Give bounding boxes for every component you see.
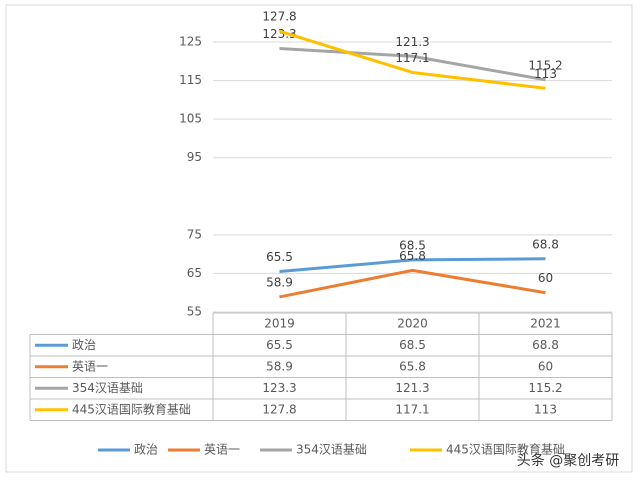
watermark: 头条 @聚创考研 (517, 452, 619, 469)
data-label: 123.3 (262, 27, 296, 41)
table-cell: 58.9 (266, 359, 293, 373)
table-cell: 60 (538, 359, 553, 373)
table-cell: 65.8 (399, 359, 426, 373)
y-tick-label: 75 (187, 227, 202, 241)
legend-label: 354汉语基础 (296, 443, 367, 457)
table-series-name: 445汉语国际教育基础 (72, 401, 191, 416)
chart-frame (5, 4, 633, 473)
data-label: 117.1 (395, 51, 429, 65)
x-tick-label: 2021 (530, 316, 561, 330)
table-series-name: 政治 (72, 338, 96, 352)
series-line (279, 47, 546, 82)
y-tick-label: 115 (179, 73, 202, 87)
data-label: 58.9 (266, 275, 293, 289)
table-cell: 123.3 (262, 381, 296, 395)
data-label: 65.5 (266, 250, 293, 264)
legend-label: 英语一 (204, 443, 240, 457)
data-label: 127.8 (262, 10, 296, 24)
x-tick-label: 2020 (397, 316, 428, 330)
y-tick-label: 105 (179, 112, 202, 126)
table-cell: 68.8 (532, 338, 559, 352)
table-cell: 65.5 (266, 338, 293, 352)
y-tick-label: 65 (187, 266, 202, 280)
x-tick-label: 2019 (264, 316, 295, 330)
data-label: 121.3 (395, 35, 429, 49)
table-cell: 115.2 (528, 381, 562, 395)
legend-label: 445汉语国际教育基础 (446, 442, 565, 457)
y-tick-label: 55 (187, 305, 202, 319)
table-cell: 117.1 (395, 402, 429, 416)
data-label: 113 (534, 67, 557, 81)
legend-label: 政治 (134, 443, 158, 457)
table-series-name: 英语一 (72, 359, 108, 373)
table-series-name: 354汉语基础 (72, 381, 143, 395)
table-cell: 121.3 (395, 381, 429, 395)
series-line (279, 268, 546, 299)
table-cell: 68.5 (399, 338, 426, 352)
data-label: 68.5 (399, 238, 426, 252)
y-tick-label: 125 (179, 35, 202, 49)
table-cell: 113 (534, 402, 557, 416)
series-line (279, 257, 546, 273)
data-label: 65.8 (399, 249, 426, 263)
data-label: 60 (538, 271, 553, 285)
series-line (279, 29, 546, 90)
y-tick-label: 95 (187, 150, 202, 164)
data-label: 68.8 (532, 237, 559, 251)
data-label: 115.2 (528, 58, 562, 72)
table-cell: 127.8 (262, 402, 296, 416)
